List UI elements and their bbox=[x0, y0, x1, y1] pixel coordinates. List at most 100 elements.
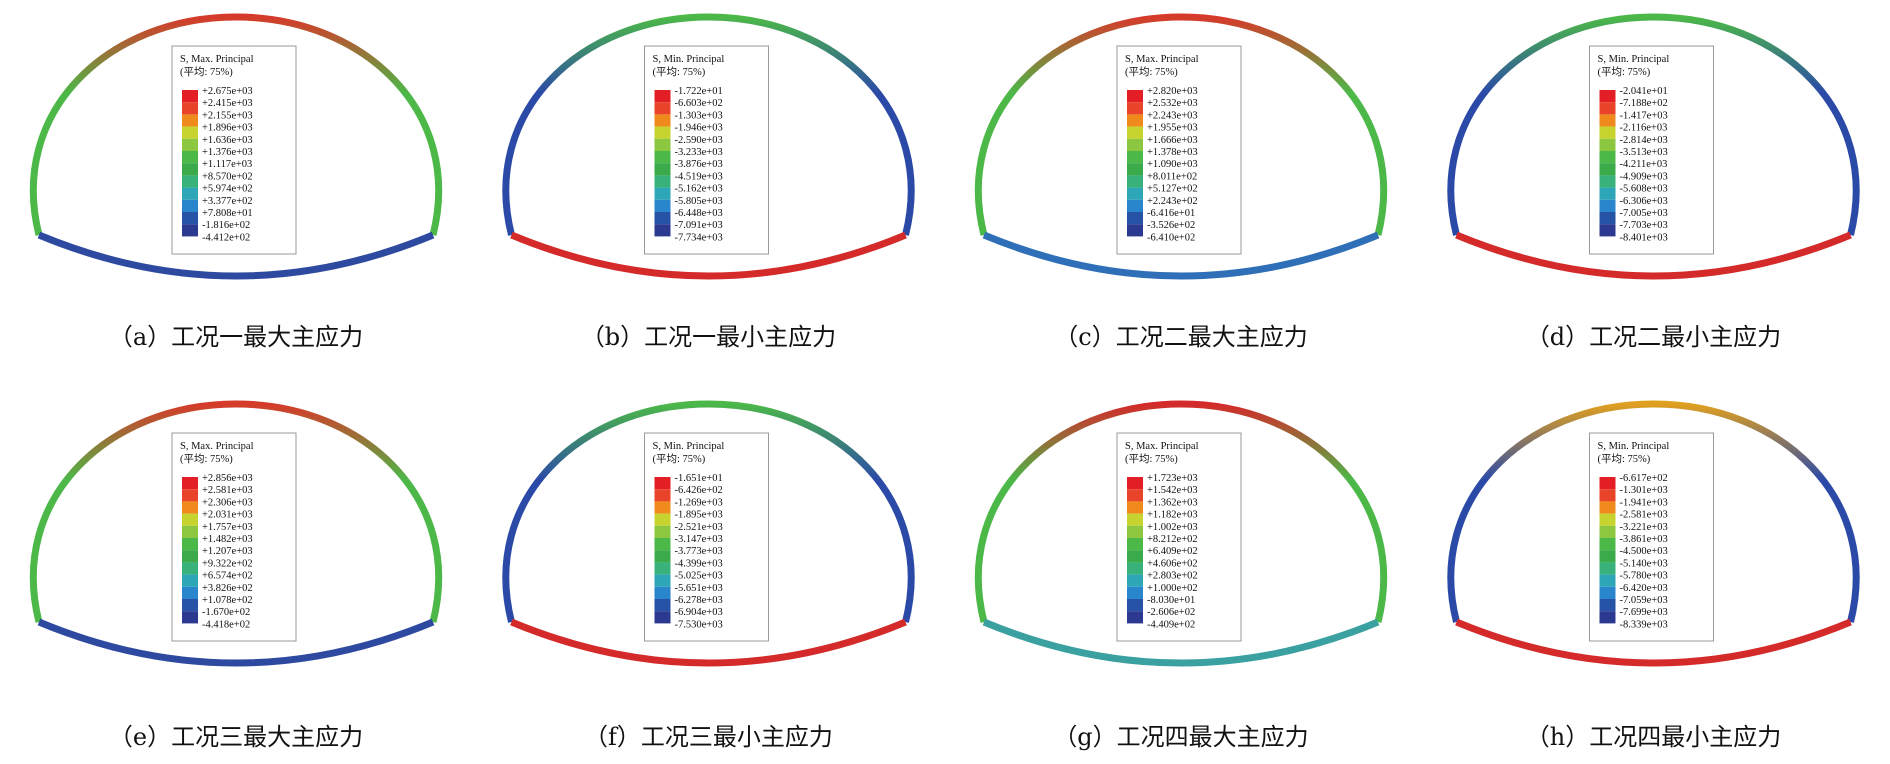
legend-swatch bbox=[1599, 513, 1616, 526]
legend-value: -5.780e+03 bbox=[1620, 571, 1668, 582]
legend-value: -4.519e+03 bbox=[675, 171, 723, 182]
legend-swatch bbox=[654, 175, 671, 188]
legend-value: +1.078e+02 bbox=[202, 595, 253, 606]
legend-value: -1.946e+03 bbox=[675, 123, 723, 134]
legend-value: +3.377e+02 bbox=[202, 196, 253, 207]
legend-subtitle: (平均: 75%) bbox=[1125, 66, 1178, 78]
legend-value: -6.410e+02 bbox=[1147, 232, 1195, 243]
legend-value: +5.127e+02 bbox=[1147, 184, 1198, 195]
legend-subtitle: (平均: 75%) bbox=[653, 453, 706, 465]
legend-swatch bbox=[654, 224, 671, 237]
legend-title: S, Max. Principal bbox=[180, 441, 254, 452]
legend-swatch bbox=[182, 550, 198, 563]
legend-swatch bbox=[1599, 538, 1616, 551]
legend-swatch bbox=[1127, 199, 1143, 212]
legend-swatch bbox=[1127, 599, 1143, 612]
legend-swatch bbox=[1599, 199, 1616, 212]
legend-value: -6.426e+02 bbox=[675, 485, 723, 496]
legend-swatch bbox=[182, 501, 198, 514]
legend-subtitle: (平均: 75%) bbox=[180, 66, 233, 78]
legend-value: -8.030e+01 bbox=[1147, 595, 1195, 606]
legend-value: -2.590e+03 bbox=[675, 135, 723, 146]
legend-value: -1.651e+01 bbox=[675, 473, 723, 484]
legend-value: -1.670e+02 bbox=[202, 607, 250, 618]
legend-swatch bbox=[1127, 90, 1143, 103]
tunnel-invert bbox=[982, 231, 1380, 280]
legend-value: -5.162e+03 bbox=[675, 184, 723, 195]
legend-swatch bbox=[654, 114, 671, 127]
legend-value: +1.482e+03 bbox=[202, 534, 253, 545]
legend-swatch bbox=[654, 102, 671, 115]
legend-value: -5.608e+03 bbox=[1620, 184, 1668, 195]
legend-value: +2.532e+03 bbox=[1147, 98, 1198, 109]
legend-value: +9.322e+02 bbox=[202, 558, 253, 569]
legend-swatch bbox=[654, 525, 671, 538]
caption: （g）工况四最大主应力 bbox=[1053, 723, 1308, 751]
legend-swatch bbox=[1127, 574, 1143, 587]
legend-swatch bbox=[182, 175, 198, 188]
tunnel-invert bbox=[37, 231, 435, 280]
legend-swatch bbox=[1127, 586, 1143, 599]
legend-value: +1.090e+03 bbox=[1147, 159, 1198, 170]
legend-value: -3.861e+03 bbox=[1620, 534, 1668, 545]
tunnel-arch bbox=[30, 13, 442, 236]
legend-value: +1.757e+03 bbox=[202, 522, 253, 533]
legend-value: +2.155e+03 bbox=[202, 110, 253, 121]
legend-swatch bbox=[1599, 525, 1616, 538]
legend-value: -7.091e+03 bbox=[675, 220, 723, 231]
legend-swatch bbox=[1127, 538, 1143, 551]
legend-swatch bbox=[1127, 151, 1143, 164]
caption: （d）工况二最小主应力 bbox=[1526, 323, 1781, 351]
legend-swatch bbox=[654, 199, 671, 212]
legend-swatch bbox=[1127, 114, 1143, 127]
legend-value: -1.941e+03 bbox=[1620, 497, 1668, 508]
legend-value: +1.542e+03 bbox=[1147, 485, 1198, 496]
legend-value: -1.722e+01 bbox=[675, 86, 723, 97]
legend-swatch bbox=[654, 550, 671, 563]
legend-swatch bbox=[1127, 501, 1143, 514]
legend-swatch bbox=[1127, 489, 1143, 502]
legend-subtitle: (平均: 75%) bbox=[180, 453, 233, 465]
legend-swatch bbox=[182, 538, 198, 551]
legend-value: +2.243e+03 bbox=[1147, 110, 1198, 121]
legend-title: S, Min. Principal bbox=[653, 54, 725, 65]
legend-swatch bbox=[182, 90, 198, 103]
legend-swatch bbox=[654, 163, 671, 176]
legend-swatch bbox=[1599, 114, 1616, 127]
legend-value: +1.117e+03 bbox=[202, 159, 252, 170]
legend-swatch bbox=[1599, 138, 1616, 151]
legend-swatch bbox=[1599, 599, 1616, 612]
legend-value: -5.140e+03 bbox=[1620, 558, 1668, 569]
tunnel-invert bbox=[1455, 231, 1852, 280]
legend-swatch bbox=[1127, 102, 1143, 115]
legend-swatch bbox=[1127, 138, 1143, 151]
legend-value: +1.000e+02 bbox=[1147, 583, 1198, 594]
legend-value: +7.808e+01 bbox=[202, 208, 253, 219]
legend-swatch bbox=[1599, 90, 1616, 103]
legend-value: -2.606e+02 bbox=[1147, 607, 1195, 618]
legend-swatch bbox=[182, 599, 198, 612]
tunnel-arch bbox=[30, 400, 442, 623]
tunnel-arch bbox=[1447, 13, 1860, 236]
legend-value: -2.814e+03 bbox=[1620, 135, 1668, 146]
legend-swatch bbox=[654, 151, 671, 164]
legend-value: +8.570e+02 bbox=[202, 171, 253, 182]
legend-value: +3.826e+02 bbox=[202, 583, 253, 594]
legend-value: -7.188e+02 bbox=[1620, 98, 1668, 109]
legend-value: -7.734e+03 bbox=[675, 232, 723, 243]
caption: （c）工况二最大主应力 bbox=[1054, 323, 1307, 351]
legend-value: +8.212e+02 bbox=[1147, 534, 1198, 545]
legend-value: +1.207e+03 bbox=[202, 546, 253, 557]
legend-subtitle: (平均: 75%) bbox=[1598, 453, 1651, 465]
legend-value: -1.269e+03 bbox=[675, 497, 723, 508]
legend-swatch bbox=[1127, 525, 1143, 538]
legend-swatch bbox=[182, 151, 198, 164]
legend-value: -1.895e+03 bbox=[675, 510, 723, 521]
legend-swatch bbox=[1127, 212, 1143, 225]
legend-swatch bbox=[1599, 102, 1616, 115]
legend-swatch bbox=[1127, 175, 1143, 188]
legend-value: +1.636e+03 bbox=[202, 135, 253, 146]
legend-title: S, Max. Principal bbox=[1125, 441, 1199, 452]
legend-value: +2.415e+03 bbox=[202, 98, 253, 109]
